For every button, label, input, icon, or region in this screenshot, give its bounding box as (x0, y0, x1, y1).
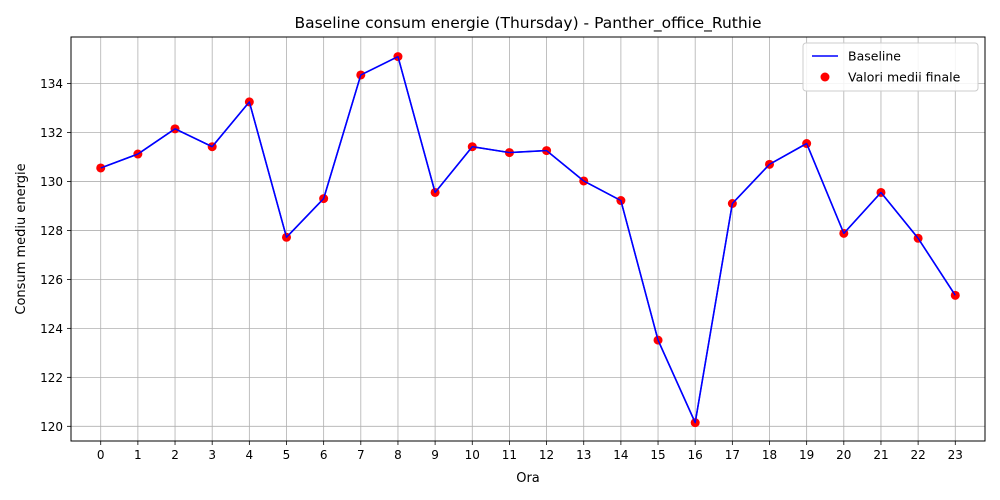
y-tick-label: 124 (40, 322, 63, 336)
y-tick-label: 122 (40, 371, 63, 385)
x-tick-label: 3 (208, 448, 216, 462)
y-tick-label: 134 (40, 77, 63, 91)
x-tick-label: 13 (576, 448, 591, 462)
x-tick-label: 0 (97, 448, 105, 462)
x-tick-label: 20 (836, 448, 851, 462)
x-tick-label: 1 (134, 448, 142, 462)
legend-box (802, 42, 979, 92)
x-tick-label: 6 (320, 448, 328, 462)
legend-baseline-label: Baseline (848, 49, 901, 64)
y-axis-title: Consum mediu energie (14, 163, 29, 314)
x-tick-label: 14 (613, 448, 628, 462)
x-tick-label: 17 (725, 448, 740, 462)
y-tick-label: 128 (40, 224, 63, 238)
plot-area-frame (70, 36, 986, 442)
series-layer (96, 52, 960, 428)
x-tick-label: 19 (799, 448, 814, 462)
x-tick-label: 21 (873, 448, 888, 462)
x-tick-label: 4 (246, 448, 254, 462)
legend: Baseline Valori medii finale (802, 42, 979, 92)
legend-scatter-label: Valori medii finale (848, 70, 961, 85)
y-tick-label: 126 (40, 273, 63, 287)
x-tick-label: 15 (650, 448, 665, 462)
y-tick-label: 120 (40, 420, 63, 434)
chart-title: Baseline consum energie (Thursday) - Pan… (294, 14, 761, 33)
y-tick-label: 132 (40, 126, 63, 140)
baseline-series-line-overlay (100, 55, 956, 424)
x-tick-label: 8 (394, 448, 402, 462)
grid (71, 37, 985, 441)
x-tick-label: 11 (502, 448, 517, 462)
x-tick-label: 9 (431, 448, 439, 462)
x-axis-title: Ora (516, 471, 540, 486)
x-tick-label: 5 (283, 448, 291, 462)
x-axis: 0 1 2 3 4 5 6 7 8 9 10 11 12 13 14 15 16 17 18 19 20 21 22 23 (97, 441, 963, 462)
x-tick-label: 12 (539, 448, 554, 462)
x-tick-label: 7 (357, 448, 365, 462)
x-tick-label: 18 (762, 448, 777, 462)
y-tick-label: 130 (40, 175, 63, 189)
x-tick-label: 10 (465, 448, 480, 462)
y-axis: 120 122 124 126 128 130 132 134 (40, 77, 71, 434)
legend-scatter-swatch (820, 72, 830, 82)
x-tick-label: 16 (688, 448, 703, 462)
x-tick-label: 23 (948, 448, 963, 462)
x-tick-label: 22 (910, 448, 925, 462)
x-tick-label: 2 (171, 448, 179, 462)
